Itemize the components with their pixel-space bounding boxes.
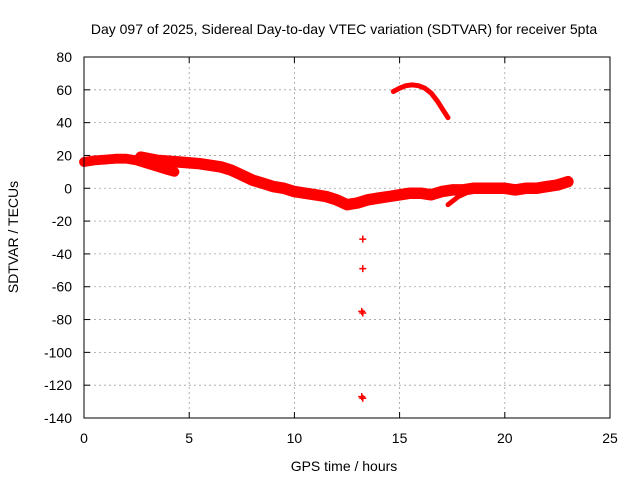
data-point-marker: [359, 265, 367, 273]
y-tick-label: 80: [56, 49, 72, 65]
y-tick-label: -140: [44, 410, 72, 426]
data-points: [79, 82, 574, 402]
y-tick-label: -80: [52, 312, 72, 328]
x-tick-label: 20: [497, 430, 513, 446]
x-axis-label: GPS time / hours: [291, 458, 398, 474]
x-tick-labels: 0 5 10 15 20 25: [80, 430, 618, 446]
chart-title: Day 097 of 2025, Sidereal Day-to-day VTE…: [91, 21, 598, 37]
y-tick-label: 0: [64, 180, 72, 196]
y-tick-label: 40: [56, 115, 72, 131]
data-point-marker: [359, 309, 367, 317]
y-tick-label: 60: [56, 82, 72, 98]
high-arc: [390, 82, 451, 121]
main-band: [135, 151, 574, 211]
data-point-marker: [359, 235, 367, 243]
afternoon-dip: [445, 189, 472, 208]
y-tick-label: -120: [44, 377, 72, 393]
y-tick-label: -40: [52, 246, 72, 262]
x-tick-label: 0: [80, 430, 88, 446]
x-tick-label: 15: [392, 430, 408, 446]
y-tick-label: -20: [52, 213, 72, 229]
morning-band: [79, 153, 180, 177]
data-point-marker: [359, 394, 367, 402]
y-tick-label: 20: [56, 147, 72, 163]
y-tick-label: -60: [52, 279, 72, 295]
y-axis-label: SDTVAR / TECUs: [5, 181, 21, 293]
y-tick-labels: -140 -120 -100 -80 -60 -40 -20 0 20 40 60 80: [44, 49, 72, 426]
x-tick-label: 25: [602, 430, 618, 446]
x-tick-label: 5: [185, 430, 193, 446]
plot-frame: [83, 56, 611, 419]
grid-lines: [84, 57, 610, 418]
axis-ticks: [83, 56, 611, 419]
x-tick-label: 10: [287, 430, 303, 446]
y-tick-label: -100: [44, 344, 72, 360]
